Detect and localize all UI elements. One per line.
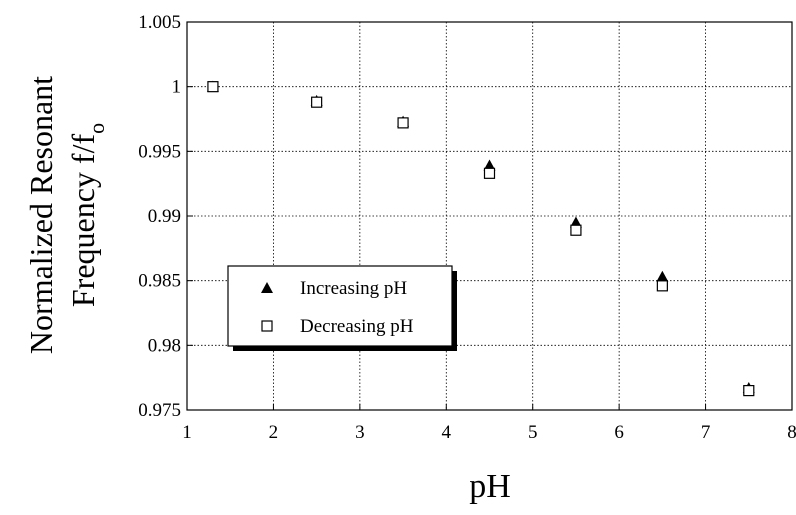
- legend-label: Increasing pH: [300, 278, 407, 299]
- x-tick-label: 2: [269, 422, 279, 443]
- x-tick-label: 1: [182, 422, 192, 443]
- square-marker: [483, 167, 496, 179]
- y-tick-label: 0.975: [138, 400, 181, 421]
- square-marker: [656, 280, 668, 292]
- y-axis-label-subscript: o: [84, 123, 109, 134]
- y-axis-label: Normalized Resonant: [23, 76, 59, 354]
- x-tick-label: 6: [614, 422, 624, 443]
- x-axis-label: pH: [469, 468, 511, 505]
- y-tick-label: 0.985: [138, 271, 181, 292]
- y-axis-label-main: Frequency f/f: [65, 134, 101, 308]
- legend: Increasing pH Decreasing pH: [227, 265, 457, 351]
- triangle-marker: [261, 282, 273, 293]
- legend-box: [227, 265, 453, 347]
- x-tick-label: 7: [701, 422, 711, 443]
- y-axis-label: Frequency f/fo: [65, 123, 109, 307]
- y-tick-label: 1.005: [138, 12, 181, 33]
- plot-frame: [186, 21, 793, 411]
- y-tick-label: 0.98: [148, 335, 181, 356]
- x-tick-label: 5: [528, 422, 538, 443]
- square-marker: [397, 117, 409, 129]
- y-tick-label: 0.995: [138, 141, 181, 162]
- x-tick-label: 4: [442, 422, 452, 443]
- y-tick-label: 1: [172, 77, 182, 98]
- x-tick-label: 3: [355, 422, 365, 443]
- x-tick-label: 8: [787, 422, 796, 443]
- square-marker: [743, 385, 755, 397]
- y-tick-label: 0.99: [148, 206, 181, 227]
- legend-label: Decreasing pH: [300, 316, 414, 337]
- square-marker: [261, 320, 273, 332]
- triangle-marker: [656, 270, 669, 282]
- square-marker: [311, 96, 323, 108]
- square-marker: [570, 224, 582, 236]
- square-marker: [207, 81, 219, 93]
